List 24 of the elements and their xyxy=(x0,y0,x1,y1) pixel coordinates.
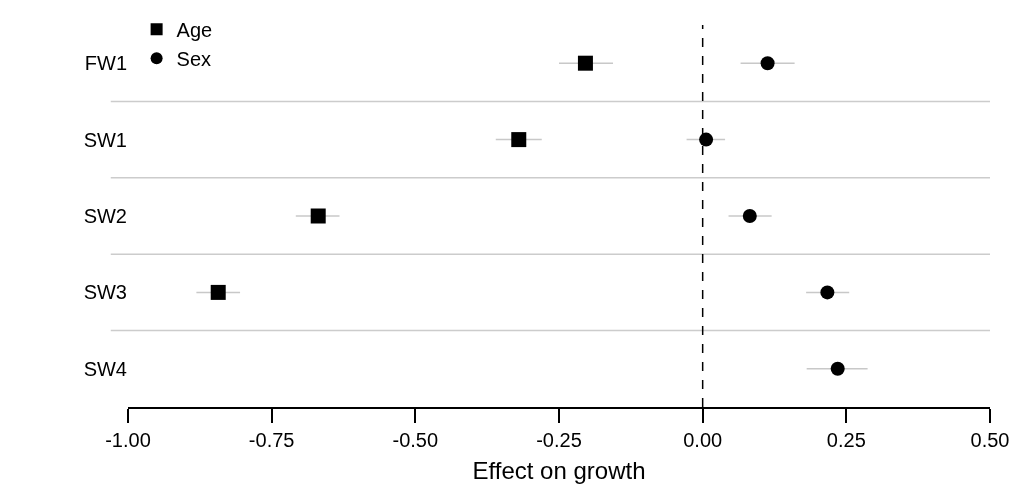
point xyxy=(310,208,326,224)
point xyxy=(742,209,757,223)
x-tick-label: -0.25 xyxy=(536,428,582,451)
legend-label: Age xyxy=(176,19,213,42)
x-tick-label: -0.75 xyxy=(248,428,295,451)
point xyxy=(511,132,527,148)
y-tick-label: SW4 xyxy=(83,357,127,380)
y-tick-label: SW2 xyxy=(83,205,127,227)
x-tick-label: 0.25 xyxy=(826,428,866,451)
point xyxy=(699,132,714,147)
y-tick-label: SW3 xyxy=(83,281,127,304)
x-tick-label: -0.50 xyxy=(392,428,439,451)
point xyxy=(830,361,845,376)
legend-label: Sex xyxy=(176,48,212,71)
y-tick-label: FW1 xyxy=(84,52,127,75)
x-axis-title: Effect on growth xyxy=(472,456,646,484)
x-tick-label: 0.50 xyxy=(970,428,1010,451)
point xyxy=(577,55,593,71)
point xyxy=(760,56,775,71)
x-tick-label: 0.00 xyxy=(683,428,723,451)
point xyxy=(820,285,835,300)
point xyxy=(210,284,226,300)
y-tick-label: SW1 xyxy=(83,128,127,151)
x-tick-label: -1.00 xyxy=(105,428,151,451)
